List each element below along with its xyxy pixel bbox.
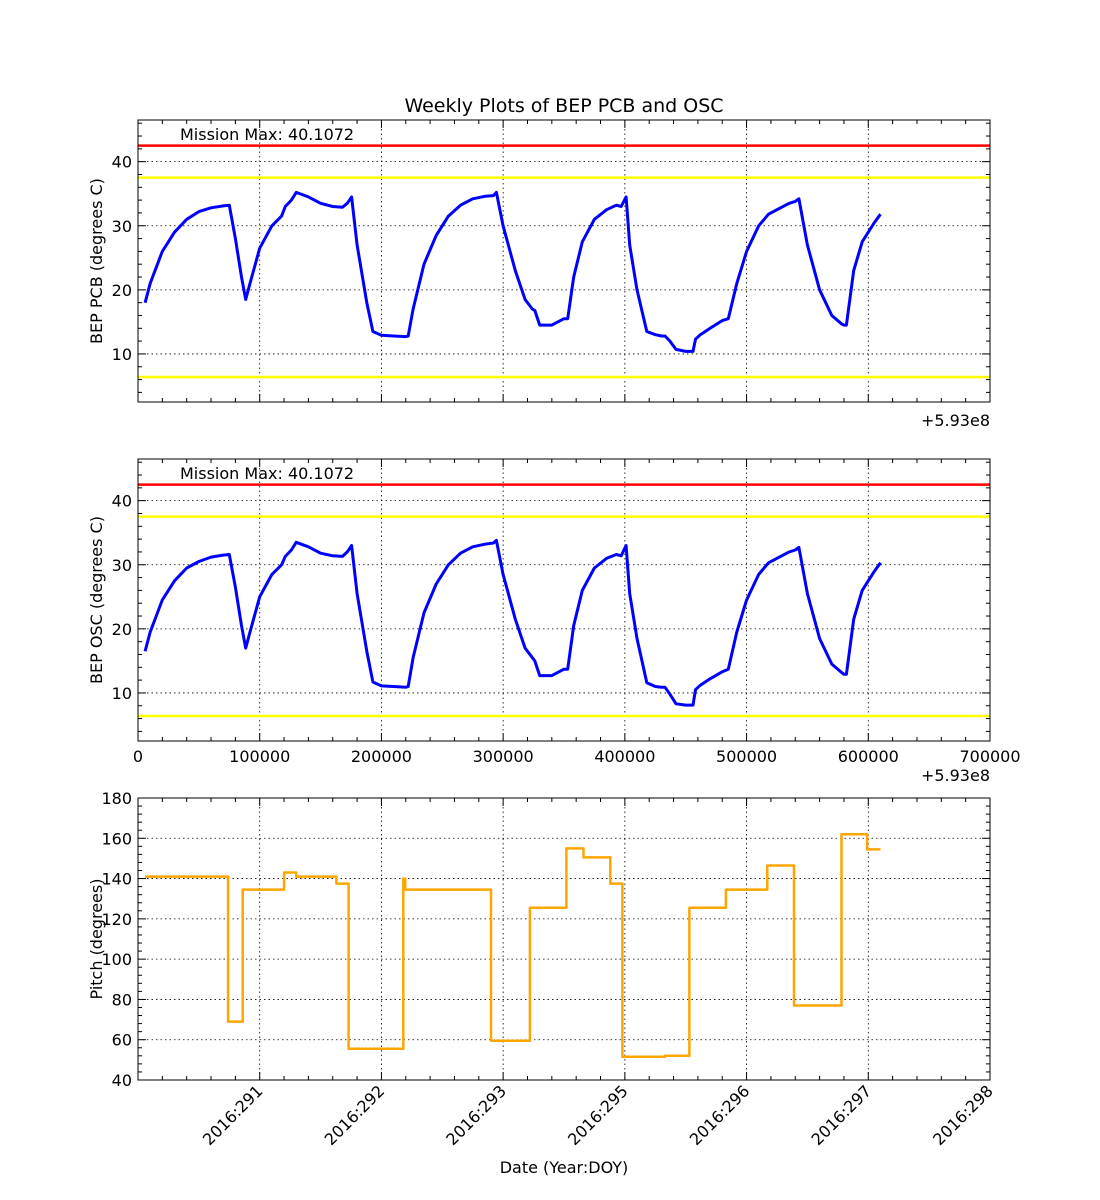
y-tick-label: 140	[101, 870, 132, 889]
x-tick-label: 500000	[716, 747, 777, 766]
x-axis-title: Date (Year:DOY)	[500, 1158, 629, 1177]
y-tick-label: 120	[101, 910, 132, 929]
x-tick-label: 200000	[351, 747, 412, 766]
y-tick-label: 40	[112, 153, 132, 172]
chart-panel-bep-osc: 10 20 30 40 0 100000 200000 300000 400000 500000 6…	[87, 458, 1021, 785]
x-tick-label: 600000	[838, 747, 899, 766]
x-offset-text: +5.93e8	[921, 411, 990, 430]
x-tick-label: 400000	[594, 747, 655, 766]
y-tick-label: 20	[112, 281, 132, 300]
plot-frame	[137, 119, 991, 403]
y-axis-title: BEP OSC (degrees C)	[87, 516, 106, 684]
x-tick-label: 0	[133, 747, 143, 766]
y-tick-label: 180	[101, 789, 132, 808]
plot-frame	[137, 458, 991, 742]
y-tick-label: 30	[112, 217, 132, 236]
x-tick-label: 300000	[473, 747, 534, 766]
series-line	[145, 833, 881, 1059]
y-tick-label: 40	[112, 492, 132, 511]
mission-max-annotation: Mission Max: 40.1072	[180, 125, 354, 144]
y-tick-label: 160	[101, 829, 132, 848]
chart-panel-bep-pcb: 10 20 30 40 BEP PCB (degrees C) Mission Max: …	[87, 119, 991, 430]
y-tick-label: 20	[112, 620, 132, 639]
plot-frame	[137, 797, 991, 1081]
series-line	[143, 190, 882, 353]
x-offset-text: +5.93e8	[921, 766, 990, 785]
figure-title: Weekly Plots of BEP PCB and OSC	[404, 95, 723, 117]
y-tick-label: 60	[112, 1031, 132, 1050]
mission-max-annotation: Mission Max: 40.1072	[180, 464, 354, 483]
y-axis-title: Pitch (degrees)	[87, 879, 106, 1000]
y-tick-label: 100	[101, 950, 132, 969]
y-tick-label: 30	[112, 556, 132, 575]
y-tick-label: 10	[112, 684, 132, 703]
x-tick-label: 100000	[229, 747, 290, 766]
y-tick-label: 80	[112, 990, 132, 1009]
y-tick-label: 40	[112, 1071, 132, 1090]
series-line	[143, 538, 882, 707]
y-tick-label: 10	[112, 345, 132, 364]
y-axis-title: BEP PCB (degrees C)	[87, 178, 106, 344]
x-tick-label: 700000	[959, 747, 1020, 766]
